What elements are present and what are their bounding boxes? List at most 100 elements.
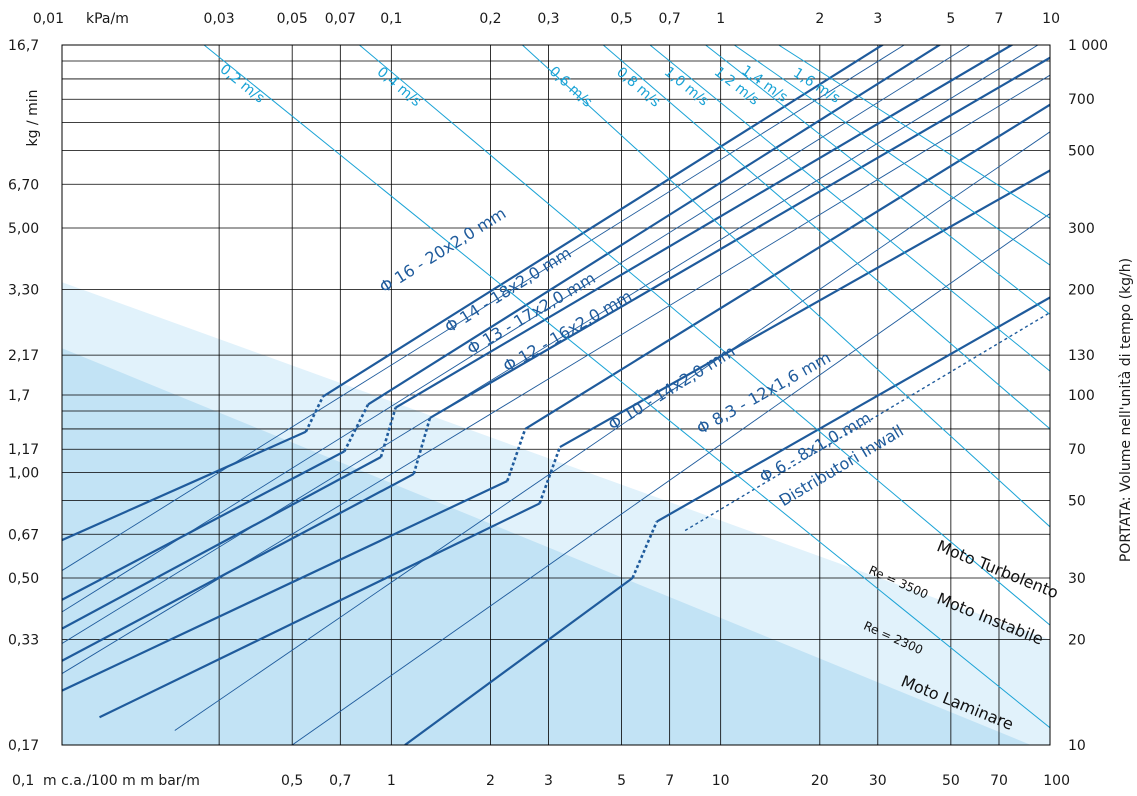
series-segment <box>62 479 508 692</box>
top-tick-label: 0,5 <box>610 11 632 27</box>
right-tick-label: 300 <box>1068 221 1095 237</box>
series-lines <box>62 45 1050 745</box>
top-tick-label: 7 <box>995 11 1004 27</box>
thin-line <box>62 45 1039 644</box>
bottom-tick-label: 70 <box>990 773 1008 789</box>
bottom-tick-label: 7 <box>665 773 674 789</box>
series-segment <box>684 311 1050 532</box>
series-segment <box>62 472 415 662</box>
bottom-tick-label: 30 <box>869 773 887 789</box>
series-segment <box>99 502 541 719</box>
top-tick-label: 10 <box>1042 11 1060 27</box>
top-tick-label: 3 <box>873 11 882 27</box>
top-axis-unit: kPa/m <box>86 11 129 27</box>
bottom-tick-label: 0,5 <box>281 773 303 789</box>
bottom-tick-label: 10 <box>712 773 730 789</box>
bottom-tick-label: 5 <box>617 773 626 789</box>
left-tick-label: 1,17 <box>8 442 39 458</box>
series-segment <box>322 45 885 398</box>
bottom-tick-label: 2 <box>486 773 495 789</box>
right-tick-label: 20 <box>1068 633 1086 649</box>
right-tick-label: 70 <box>1068 442 1086 458</box>
top-tick-label: 0,07 <box>325 11 356 27</box>
left-tick-label: 6,70 <box>8 177 39 193</box>
series-segment <box>631 521 659 579</box>
top-tick-label: 0,05 <box>277 11 308 27</box>
velocity-line <box>522 45 1050 528</box>
velocity-label: 0,2 m/s <box>217 61 268 106</box>
velocity-label: 0,4 m/s <box>374 64 424 110</box>
laminar-zone-fill <box>62 348 1050 745</box>
left-tick-label: 16,7 <box>8 38 39 54</box>
right-tick-label: 130 <box>1068 348 1095 364</box>
left-tick-label: 1,00 <box>8 466 39 482</box>
right-tick-label: 700 <box>1068 92 1095 108</box>
top-tick-label: 1 <box>716 11 725 27</box>
flow-zones <box>62 282 1050 745</box>
series-segment <box>412 417 432 475</box>
series-segment <box>429 56 1050 419</box>
velocity-line <box>359 45 1050 626</box>
velocity-label: 1,6 m/s <box>790 65 843 107</box>
series-label: Φ 16 - 20x2,0 mm <box>376 203 509 296</box>
bottom-tick-label: 3 <box>544 773 553 789</box>
axes: 0,01 0,03 0,05 0,07 0,1 0,2 0,3 0,5 0,7 1 2 3 5 7 10 kP… <box>8 11 1134 789</box>
left-tick-label: 3,30 <box>8 283 39 299</box>
right-axis-label: PORTATA: Volume nell'unità di tempo (kg/… <box>1118 258 1134 562</box>
left-tick-label: 2,17 <box>8 348 39 364</box>
right-tick-label: 30 <box>1068 571 1086 587</box>
series-segment <box>62 456 382 630</box>
series-segment <box>395 45 1014 409</box>
bottom-tick-label: 20 <box>811 773 829 789</box>
thin-line <box>291 213 1050 745</box>
right-tick-label: 10 <box>1068 738 1086 754</box>
right-tick-label: 200 <box>1068 283 1095 299</box>
bottom-tick-label: 1 <box>387 773 396 789</box>
series-segment <box>62 450 345 601</box>
bottom-axis-unit: m c.a./100 m m bar/m <box>43 773 200 789</box>
velocity-lines <box>203 45 1050 729</box>
velocity-line <box>705 45 1050 315</box>
right-tick-label: 50 <box>1068 493 1086 509</box>
zone-label: Moto Turbolento <box>934 536 1061 602</box>
velocity-label: 0,6 m/s <box>546 64 595 111</box>
left-tick-label: 5,00 <box>8 221 39 237</box>
right-tick-label: 100 <box>1068 388 1095 404</box>
top-tick-label: 0,1 <box>380 11 402 27</box>
left-tick-label: 0,67 <box>8 527 39 543</box>
series-segment <box>367 45 942 406</box>
left-tick-label: 0,50 <box>8 571 39 587</box>
velocity-line <box>734 45 1050 266</box>
top-tick-label: 0,01 <box>33 11 64 27</box>
top-tick-label: 2 <box>815 11 824 27</box>
top-tick-label: 5 <box>946 11 955 27</box>
right-tick-label: 1 000 <box>1068 38 1108 54</box>
series-segment <box>404 577 634 745</box>
top-tick-label: 0,03 <box>204 11 235 27</box>
bottom-tick-label: 100 <box>1043 773 1070 789</box>
bottom-tick-label: 0,1 <box>12 773 34 789</box>
right-tick-label: 500 <box>1068 143 1095 159</box>
thin-line <box>62 45 971 613</box>
velocity-line <box>203 45 1050 729</box>
series-segment <box>538 446 562 504</box>
velocity-line <box>649 45 1050 372</box>
series-segment <box>304 395 325 433</box>
top-tick-label: 0,3 <box>537 11 559 27</box>
velocity-line <box>778 45 1050 219</box>
plot-frame <box>61 44 1051 746</box>
thin-line <box>174 131 1050 731</box>
bottom-tick-label: 0,7 <box>329 773 351 789</box>
series-segment <box>559 169 1050 449</box>
top-tick-label: 0,7 <box>659 11 681 27</box>
series-segment <box>62 430 307 542</box>
left-tick-label: 0,33 <box>8 633 39 649</box>
left-axis-label: kg / min <box>25 89 41 146</box>
velocity-label: 0,8 m/s <box>613 64 663 110</box>
left-tick-label: 1,7 <box>8 388 30 404</box>
left-tick-label: 0,17 <box>8 738 39 754</box>
velocity-label: 1,0 m/s <box>661 64 712 110</box>
bottom-tick-label: 50 <box>942 773 960 789</box>
series-segment <box>506 428 527 482</box>
